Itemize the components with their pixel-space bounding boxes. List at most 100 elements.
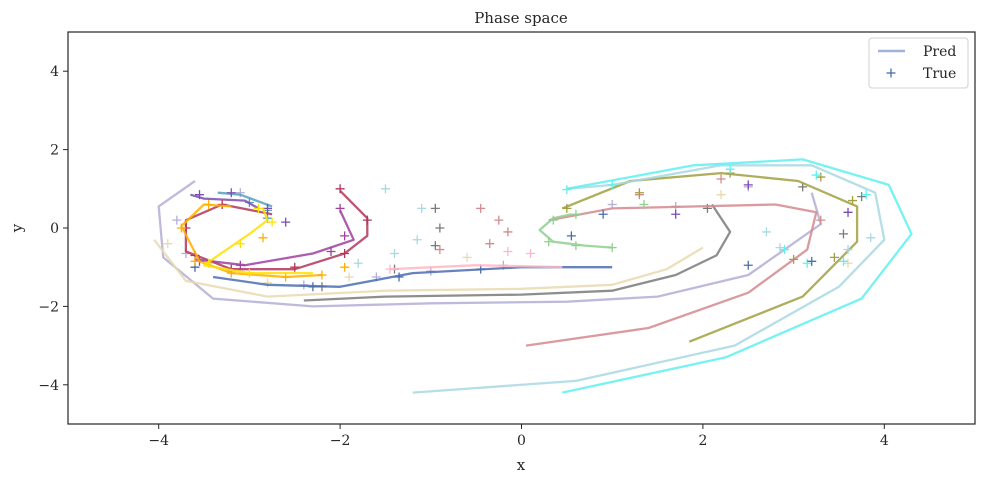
series-15 xyxy=(385,247,563,274)
true-point-marker xyxy=(340,231,350,241)
true-point-marker xyxy=(235,239,245,249)
x-axis-label: x xyxy=(517,456,526,474)
true-point-marker xyxy=(789,254,799,264)
true-point-marker xyxy=(544,237,554,247)
chart-title: Phase space xyxy=(474,9,568,27)
true-point-marker xyxy=(811,170,821,180)
true-point-marker xyxy=(494,215,504,225)
true-point-marker xyxy=(430,241,440,251)
true-point-marker xyxy=(353,258,363,268)
true-point-marker xyxy=(412,235,422,245)
true-point-marker xyxy=(335,184,345,194)
true-point-marker xyxy=(607,180,617,190)
true-point-marker xyxy=(743,260,753,270)
series-2 xyxy=(303,182,867,302)
true-point-marker xyxy=(195,190,205,200)
true-point-marker xyxy=(843,245,853,255)
true-point-marker xyxy=(204,199,214,209)
true-point-marker xyxy=(861,190,871,200)
pred-line xyxy=(184,189,369,271)
true-point-marker xyxy=(176,223,186,233)
legend-pred-label: Pred xyxy=(923,44,956,60)
pred-line xyxy=(538,213,613,249)
pred-line xyxy=(562,158,913,394)
true-point-marker xyxy=(838,229,848,239)
series-9 xyxy=(190,209,817,292)
true-point-marker xyxy=(435,245,445,255)
true-point-marker xyxy=(385,264,395,274)
true-point-marker xyxy=(290,262,300,272)
y-tick-label: −4 xyxy=(38,378,59,394)
true-point-marker xyxy=(526,248,536,258)
pred-line xyxy=(190,193,260,210)
pred-line xyxy=(153,239,704,298)
series-5 xyxy=(353,164,886,394)
true-point-marker xyxy=(725,164,735,174)
y-tick-label: −2 xyxy=(38,299,59,315)
true-point-marker xyxy=(253,203,263,213)
pred-line xyxy=(212,266,613,288)
true-point-marker xyxy=(485,239,495,249)
true-point-marker xyxy=(476,203,486,213)
true-point-marker xyxy=(390,248,400,258)
x-axis: −4 −2 0 2 4 xyxy=(148,424,889,449)
true-point-marker xyxy=(340,248,350,258)
true-point-marker xyxy=(843,207,853,217)
y-axis: −4 −2 0 2 4 xyxy=(38,64,68,394)
true-point-marker xyxy=(634,188,644,198)
true-point-marker xyxy=(340,262,350,272)
true-point-marker xyxy=(267,217,277,227)
series-8 xyxy=(190,180,853,227)
true-point-marker xyxy=(829,252,839,262)
series-11 xyxy=(194,203,355,270)
true-point-marker xyxy=(263,203,273,213)
x-tick-label: 4 xyxy=(880,433,889,449)
y-tick-label: 0 xyxy=(50,221,59,237)
true-point-marker xyxy=(639,199,649,209)
true-point-marker xyxy=(417,203,427,213)
true-point-marker xyxy=(226,188,236,198)
true-point-marker xyxy=(816,172,826,182)
legend: Pred True xyxy=(868,37,969,89)
true-point-marker xyxy=(571,241,581,251)
true-point-marker xyxy=(380,184,390,194)
true-point-marker xyxy=(430,203,440,213)
true-point-marker xyxy=(716,174,726,184)
true-point-marker xyxy=(163,239,173,249)
true-point-marker xyxy=(743,180,753,190)
true-point-marker xyxy=(802,258,812,268)
y-tick-label: 4 xyxy=(50,64,59,80)
true-point-marker xyxy=(857,192,867,202)
true-point-marker xyxy=(344,272,354,282)
pred-line xyxy=(217,191,273,208)
true-point-marker xyxy=(761,227,771,237)
true-point-marker xyxy=(204,258,214,268)
series-6 xyxy=(562,158,913,394)
x-tick-label: 2 xyxy=(698,433,707,449)
true-point-marker xyxy=(816,215,826,225)
true-point-marker xyxy=(548,215,558,225)
pred-line xyxy=(202,207,313,275)
true-point-marker xyxy=(503,247,513,257)
series-14 xyxy=(538,199,649,253)
series-3 xyxy=(435,174,826,347)
true-point-marker xyxy=(775,243,785,253)
series-12 xyxy=(176,199,350,282)
x-tick-label: −4 xyxy=(148,433,169,449)
true-point-marker xyxy=(848,196,858,206)
true-point-marker xyxy=(716,190,726,200)
true-point-marker xyxy=(235,260,245,270)
x-tick-label: −2 xyxy=(330,433,351,449)
true-point-marker xyxy=(394,272,404,282)
true-point-marker xyxy=(566,231,576,241)
true-point-marker xyxy=(362,215,372,225)
true-point-marker xyxy=(838,256,848,266)
true-point-marker xyxy=(326,247,336,257)
true-point-marker xyxy=(562,203,572,213)
true-point-marker xyxy=(843,258,853,268)
true-point-marker xyxy=(607,243,617,253)
x-tick-label: 0 xyxy=(517,433,526,449)
true-point-marker xyxy=(780,245,790,255)
